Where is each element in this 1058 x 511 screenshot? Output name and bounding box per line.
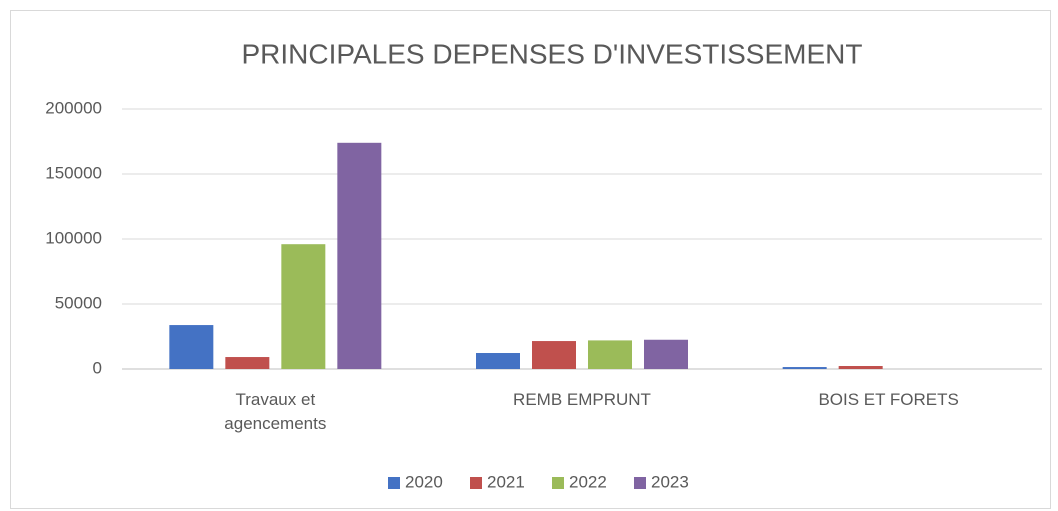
bar — [281, 244, 326, 369]
legend-swatch — [552, 477, 564, 489]
x-tick-label: REMB EMPRUNT — [513, 390, 651, 409]
bar — [225, 357, 270, 369]
bar — [644, 339, 688, 369]
bar — [588, 340, 632, 369]
bar — [169, 325, 214, 369]
y-tick-label: 150000 — [45, 163, 102, 182]
legend-label: 2021 — [487, 472, 525, 491]
chart-title: PRINCIPALES DEPENSES D'INVESTISSEMENT — [242, 38, 863, 69]
y-tick-label: 200000 — [45, 98, 102, 117]
legend-label: 2022 — [569, 472, 607, 491]
y-tick-label: 50000 — [55, 293, 102, 312]
x-tick-label: Travaux et agencements — [224, 390, 327, 433]
legend-swatch — [470, 477, 482, 489]
chart-border — [10, 10, 1051, 509]
legend-label: 2020 — [405, 472, 443, 491]
bar — [337, 142, 382, 369]
bar — [838, 366, 883, 369]
bar — [476, 353, 520, 369]
legend-label: 2023 — [651, 472, 689, 491]
y-tick-label: 0 — [93, 358, 102, 377]
bar — [532, 341, 576, 369]
legend-swatch — [388, 477, 400, 489]
legend-swatch — [634, 477, 646, 489]
x-tick-label: BOIS ET FORETS — [818, 390, 959, 409]
y-tick-label: 100000 — [45, 228, 102, 247]
bar — [782, 367, 827, 369]
